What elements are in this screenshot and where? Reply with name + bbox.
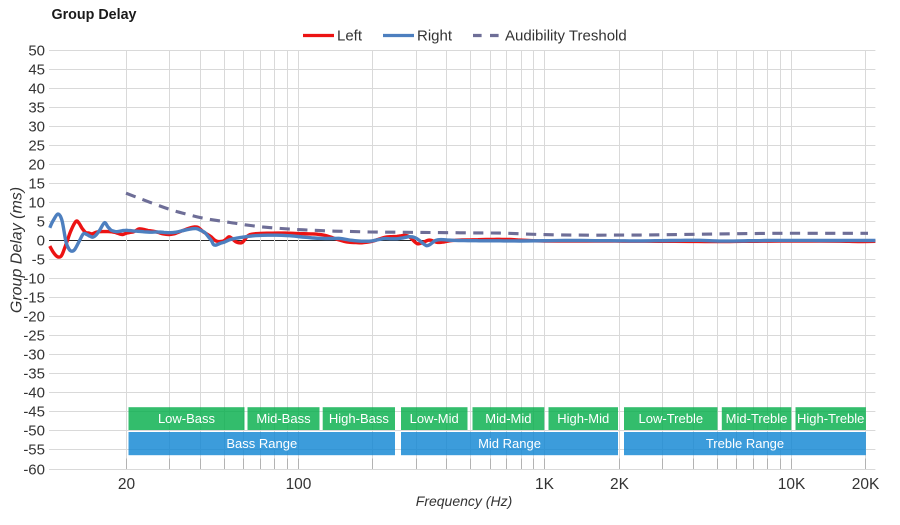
svg-text:10: 10	[28, 195, 45, 212]
svg-text:Group Delay: Group Delay	[52, 7, 137, 23]
svg-text:20: 20	[118, 476, 136, 493]
svg-text:Bass Range: Bass Range	[226, 436, 297, 451]
svg-text:Left: Left	[337, 28, 363, 45]
svg-text:-10: -10	[23, 271, 45, 288]
svg-text:Mid-Treble: Mid-Treble	[726, 411, 788, 426]
svg-text:Low-Treble: Low-Treble	[639, 411, 704, 426]
svg-text:Low-Bass: Low-Bass	[158, 411, 216, 426]
svg-text:100: 100	[286, 476, 312, 493]
svg-text:Mid Range: Mid Range	[478, 436, 541, 451]
svg-text:-35: -35	[23, 366, 45, 383]
svg-text:20: 20	[28, 157, 45, 174]
svg-text:-30: -30	[23, 347, 45, 364]
svg-text:Group Delay (ms): Group Delay (ms)	[9, 187, 26, 313]
svg-text:20K: 20K	[852, 476, 880, 493]
svg-text:-45: -45	[23, 404, 45, 421]
svg-text:0: 0	[37, 233, 45, 250]
svg-text:Audibility Treshold: Audibility Treshold	[505, 28, 627, 45]
svg-text:40: 40	[28, 81, 45, 98]
svg-text:-60: -60	[23, 462, 45, 479]
svg-text:1K: 1K	[535, 476, 555, 493]
svg-text:-55: -55	[23, 442, 45, 459]
svg-text:High-Treble: High-Treble	[797, 411, 864, 426]
svg-text:Mid-Bass: Mid-Bass	[256, 411, 311, 426]
svg-text:Frequency (Hz): Frequency (Hz)	[416, 493, 512, 509]
svg-text:-40: -40	[23, 385, 45, 402]
svg-text:Treble Range: Treble Range	[706, 436, 784, 451]
svg-text:Mid-Mid: Mid-Mid	[485, 411, 531, 426]
svg-text:-5: -5	[32, 252, 45, 269]
svg-text:-50: -50	[23, 423, 45, 440]
svg-text:45: 45	[28, 62, 45, 79]
svg-text:-15: -15	[23, 290, 45, 307]
svg-text:-20: -20	[23, 309, 45, 326]
svg-text:25: 25	[28, 138, 45, 155]
svg-text:High-Bass: High-Bass	[329, 411, 389, 426]
svg-text:5: 5	[37, 214, 45, 231]
svg-text:-25: -25	[23, 328, 45, 345]
svg-text:Low-Mid: Low-Mid	[410, 411, 459, 426]
svg-text:High-Mid: High-Mid	[557, 411, 609, 426]
svg-text:30: 30	[28, 119, 45, 136]
svg-text:2K: 2K	[610, 476, 630, 493]
svg-text:35: 35	[28, 100, 45, 117]
svg-text:15: 15	[28, 176, 45, 193]
svg-text:Right: Right	[417, 28, 453, 45]
svg-text:10K: 10K	[778, 476, 806, 493]
svg-text:50: 50	[28, 43, 45, 60]
